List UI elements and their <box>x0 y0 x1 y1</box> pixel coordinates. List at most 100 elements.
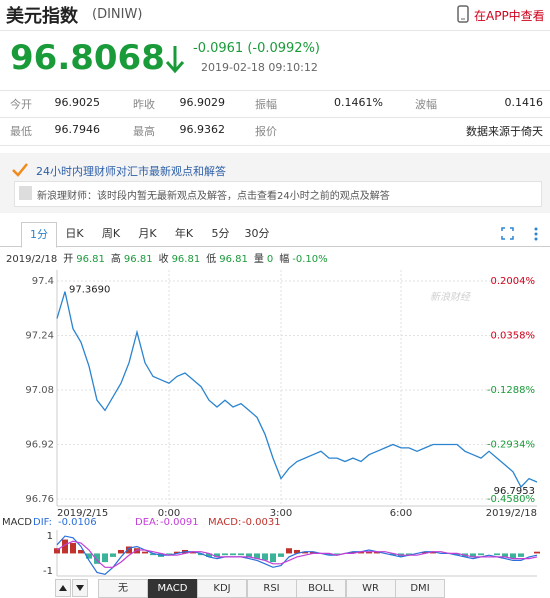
y-tick-label: 96.76 <box>25 494 54 505</box>
macd-bar <box>326 553 332 556</box>
y2-tick-label: 0.0358% <box>491 331 536 342</box>
macd-bar <box>310 551 316 554</box>
bar-field-label: 量 <box>253 254 264 265</box>
macd-bar <box>78 549 84 554</box>
macd-bar <box>150 553 156 556</box>
tool-icons[interactable] <box>500 226 544 242</box>
advisor-heading[interactable]: 24小时内理财师对汇市最新观点和解答 <box>36 165 226 178</box>
period-tab[interactable]: 1分 <box>21 222 57 248</box>
bar-field-value: 0 <box>266 254 274 265</box>
price-line <box>56 291 538 489</box>
macd-bar <box>430 551 436 554</box>
change: -0.0961 (-0.0992%) <box>193 41 320 56</box>
macd-bar <box>54 548 60 554</box>
macd-bar <box>214 553 220 557</box>
y-tick-label: 97.24 <box>25 331 54 342</box>
bar-field-label: 幅 <box>279 254 290 265</box>
macd-bar <box>518 553 524 557</box>
stat-value: 数据来源于倚天 <box>466 125 543 138</box>
y2-tick-label: -0.1288% <box>487 385 535 396</box>
legend-name: DIF: <box>33 517 52 528</box>
stat-label: 报价 <box>255 125 277 138</box>
macd-bar <box>278 553 284 557</box>
title: 美元指数 <box>6 6 78 27</box>
macd-bar <box>358 551 364 554</box>
min-annotation: 96.7953 <box>494 486 535 497</box>
macd-bar <box>302 551 308 554</box>
indicator-tab[interactable]: DMI <box>395 579 445 598</box>
change-pct: (-0.0992%) <box>247 41 321 56</box>
bar-field-value: 96.81 <box>123 254 153 265</box>
change-value: -0.0961 <box>193 41 244 56</box>
period-tab[interactable]: 30分 <box>244 227 270 240</box>
legend-value: -0.0091 <box>160 517 199 528</box>
macd-bar <box>102 553 108 563</box>
stat-label: 今开 <box>10 98 32 111</box>
macd-bar <box>110 553 116 557</box>
app-link[interactable]: 在APP中查看 <box>474 9 545 23</box>
macd-bar <box>254 553 260 559</box>
y-tick-label: 97.4 <box>32 276 54 287</box>
macd-bar <box>390 553 396 556</box>
y2-tick-label: -0.2934% <box>487 440 535 451</box>
bar-field-value: -0.10% <box>292 254 328 265</box>
x-tick-label: 6:00 <box>390 508 412 519</box>
macd-bar <box>478 553 484 556</box>
stat-label: 最低 <box>10 125 32 138</box>
macd-bar <box>134 548 140 554</box>
stat-value: 96.7946 <box>54 123 101 136</box>
indicator-tab[interactable]: 无 <box>98 579 148 598</box>
macd-bar <box>238 553 244 556</box>
period-tab[interactable]: 周K <box>101 227 121 240</box>
quote-time: 2019-02-18 09:10:12 <box>201 61 318 74</box>
indicator-tab[interactable]: WR <box>345 579 396 598</box>
indicator-tab[interactable]: BOLL <box>296 579 346 598</box>
macd-bar <box>142 551 148 554</box>
period-tab[interactable]: 5分 <box>211 227 230 240</box>
stat-value: 96.9362 <box>179 123 226 136</box>
macd-bar <box>374 551 380 554</box>
period-tab[interactable]: 年K <box>174 227 194 240</box>
macd-bar <box>470 553 476 557</box>
x-tick-label: 2019/2/15 <box>57 508 108 519</box>
indicator-tab[interactable]: MACD <box>147 579 198 598</box>
y-tick-label: -1 <box>43 566 53 577</box>
bar-field-label: 收 <box>158 254 169 265</box>
macd-title: MACD <box>2 517 32 528</box>
macd-bar <box>86 553 92 559</box>
x-tick-label: 2019/2/18 <box>486 508 537 519</box>
bar-field-label: 开 <box>63 254 74 265</box>
macd-bar <box>198 553 204 556</box>
advisor-box[interactable] <box>14 181 542 207</box>
legend-name: DEA: <box>135 517 159 528</box>
macd-bar <box>294 549 300 554</box>
bar-field-value: 96.81 <box>76 254 105 265</box>
advisor-text: 该时段内暂无最新观点及解答，点击查看24小时之前的观点及解答 <box>97 191 390 202</box>
indicator-tab[interactable]: KDJ <box>197 579 247 598</box>
scroll-buttons[interactable] <box>55 579 89 598</box>
price: 96.8068 <box>10 38 165 78</box>
stat-label: 最高 <box>133 125 155 138</box>
macd-bar <box>406 553 412 556</box>
indicator-tab[interactable]: RSI <box>246 579 297 598</box>
stat-label: 昨收 <box>133 98 155 111</box>
period-tab[interactable]: 日K <box>65 227 84 240</box>
macd-bar <box>166 553 172 556</box>
macd-bar <box>454 553 460 556</box>
bar-field-label: 高 <box>110 254 121 265</box>
bar-info: 2019/2/18 开 96.81 高 96.81 收 96.81 低 96.81 量 0 幅 -0.1… <box>6 250 334 265</box>
macd-bar <box>206 553 212 557</box>
macd-bar <box>534 551 540 554</box>
macd-bar <box>94 553 100 564</box>
legend-value: -0.0106 <box>58 517 97 528</box>
advisor-message[interactable]: 新浪理财师：该时段内暂无最新观点及解答，点击查看24小时之前的观点及解答 <box>37 187 390 202</box>
macd-bar <box>510 553 516 559</box>
period-tab[interactable]: 月K <box>138 227 157 240</box>
macd-bar <box>174 551 180 554</box>
x-tick-label: 0:00 <box>158 508 180 519</box>
bar-field-value: 96.81 <box>171 254 201 265</box>
macd-bar <box>262 553 268 561</box>
macd-bar <box>286 548 292 554</box>
macd-bar <box>126 546 132 554</box>
